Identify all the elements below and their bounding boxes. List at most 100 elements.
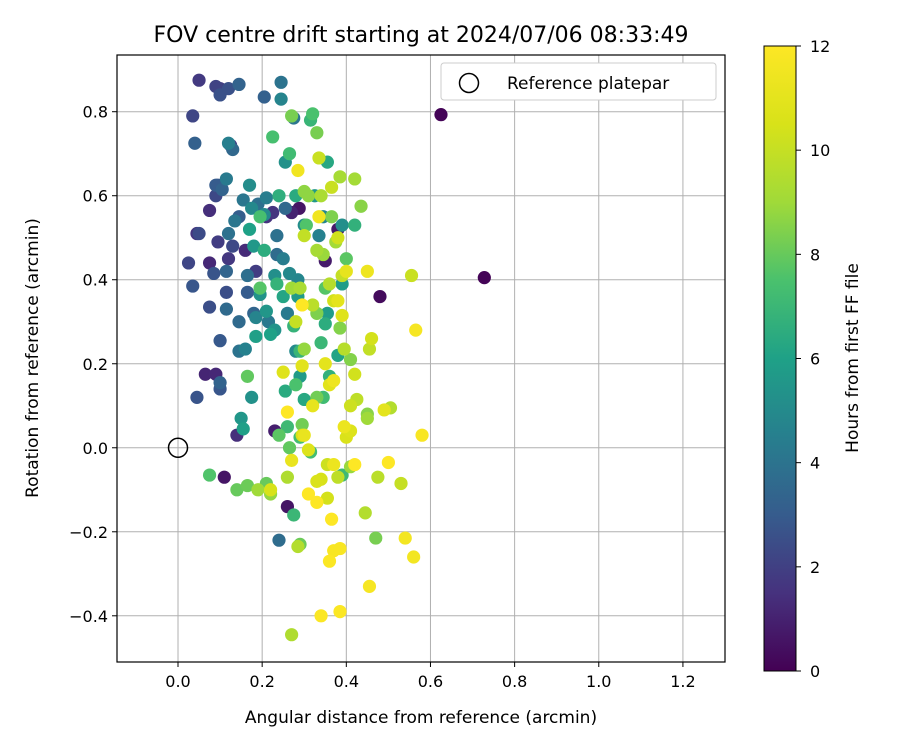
data-point bbox=[240, 478, 255, 493]
x-tick-label: 0.8 bbox=[502, 672, 527, 691]
y-tick-label: 0.0 bbox=[83, 439, 108, 458]
data-point bbox=[280, 306, 295, 320]
data-point bbox=[278, 384, 292, 398]
x-tick-label: 1.0 bbox=[586, 672, 611, 691]
data-point bbox=[360, 411, 374, 425]
data-point bbox=[297, 428, 311, 442]
data-point bbox=[333, 321, 347, 335]
legend-box bbox=[440, 62, 717, 101]
data-point bbox=[360, 264, 374, 278]
data-point bbox=[282, 147, 297, 161]
data-point bbox=[301, 443, 316, 457]
data-point bbox=[190, 390, 204, 404]
colorbar-tick-label: 8 bbox=[810, 245, 820, 264]
data-point bbox=[202, 256, 217, 270]
data-point bbox=[333, 541, 347, 556]
y-axis-label: Rotation from reference (arcmin) bbox=[23, 218, 43, 498]
data-point bbox=[295, 298, 309, 312]
colorbar-tick-label: 12 bbox=[810, 37, 830, 56]
data-point bbox=[238, 342, 252, 356]
data-point bbox=[289, 315, 303, 329]
data-point bbox=[213, 334, 227, 348]
data-point bbox=[280, 405, 295, 419]
data-point bbox=[394, 476, 408, 491]
data-point bbox=[310, 474, 324, 488]
data-point bbox=[377, 403, 391, 417]
data-point bbox=[477, 271, 491, 285]
colorbar-tick-label: 10 bbox=[810, 141, 830, 160]
data-point bbox=[257, 90, 271, 104]
data-point bbox=[240, 268, 255, 283]
data-point bbox=[343, 399, 358, 413]
data-point bbox=[314, 189, 328, 203]
data-point bbox=[202, 468, 217, 482]
data-point bbox=[274, 92, 288, 106]
data-point bbox=[312, 210, 326, 224]
data-point bbox=[295, 418, 309, 432]
data-point bbox=[240, 285, 255, 299]
data-point bbox=[278, 201, 292, 215]
data-point bbox=[291, 539, 305, 554]
data-point bbox=[318, 357, 332, 371]
data-point bbox=[331, 294, 345, 308]
data-point bbox=[221, 226, 236, 241]
data-point bbox=[301, 487, 316, 501]
data-point bbox=[373, 289, 387, 304]
reference-point-icon bbox=[167, 437, 189, 459]
data-point bbox=[289, 378, 303, 392]
data-point bbox=[285, 109, 299, 123]
data-point bbox=[306, 399, 320, 413]
data-point bbox=[291, 163, 305, 178]
data-point bbox=[337, 342, 351, 356]
colorbar-ticks: 0 2 4 6 8 10 12 bbox=[796, 37, 830, 681]
data-point bbox=[295, 359, 309, 373]
data-point bbox=[293, 281, 307, 295]
data-point bbox=[230, 483, 244, 497]
data-point bbox=[236, 422, 250, 436]
data-point bbox=[186, 279, 200, 293]
data-point bbox=[280, 470, 295, 484]
data-point bbox=[339, 264, 353, 278]
data-point bbox=[263, 483, 278, 497]
data-point bbox=[282, 266, 297, 281]
data-point bbox=[215, 182, 229, 197]
data-point bbox=[272, 428, 286, 442]
data-point bbox=[333, 170, 347, 184]
data-point bbox=[198, 367, 212, 381]
data-point bbox=[371, 470, 385, 484]
data-point bbox=[398, 531, 412, 545]
data-point bbox=[257, 243, 271, 257]
data-point bbox=[219, 285, 233, 299]
data-point bbox=[318, 317, 332, 331]
data-point bbox=[221, 136, 236, 150]
colorbar-tick-label: 2 bbox=[810, 558, 820, 577]
data-point bbox=[221, 82, 236, 96]
plot-frame bbox=[116, 54, 726, 663]
data-point bbox=[276, 365, 290, 379]
data-point bbox=[310, 126, 324, 140]
data-point bbox=[232, 315, 246, 329]
data-point bbox=[335, 218, 349, 232]
data-point bbox=[415, 428, 429, 442]
chart-title: FOV centre drift starting at 2024/07/06 … bbox=[154, 23, 689, 48]
data-point bbox=[358, 506, 372, 520]
data-point bbox=[213, 376, 227, 390]
x-tick-label: 0.2 bbox=[249, 672, 274, 691]
data-point bbox=[297, 229, 311, 243]
data-point bbox=[331, 470, 345, 484]
data-point bbox=[253, 281, 267, 295]
data-point bbox=[259, 191, 273, 205]
data-point bbox=[202, 300, 217, 314]
data-point bbox=[234, 411, 248, 425]
x-tick-label: 0.6 bbox=[418, 672, 443, 691]
data-point bbox=[249, 310, 263, 325]
data-point bbox=[285, 628, 299, 642]
data-point bbox=[314, 336, 328, 350]
data-point bbox=[354, 199, 368, 213]
data-point bbox=[249, 329, 263, 344]
data-point bbox=[219, 172, 233, 186]
data-point bbox=[270, 229, 284, 243]
data-point bbox=[272, 533, 286, 547]
data-point bbox=[240, 369, 255, 383]
data-point bbox=[181, 256, 196, 270]
